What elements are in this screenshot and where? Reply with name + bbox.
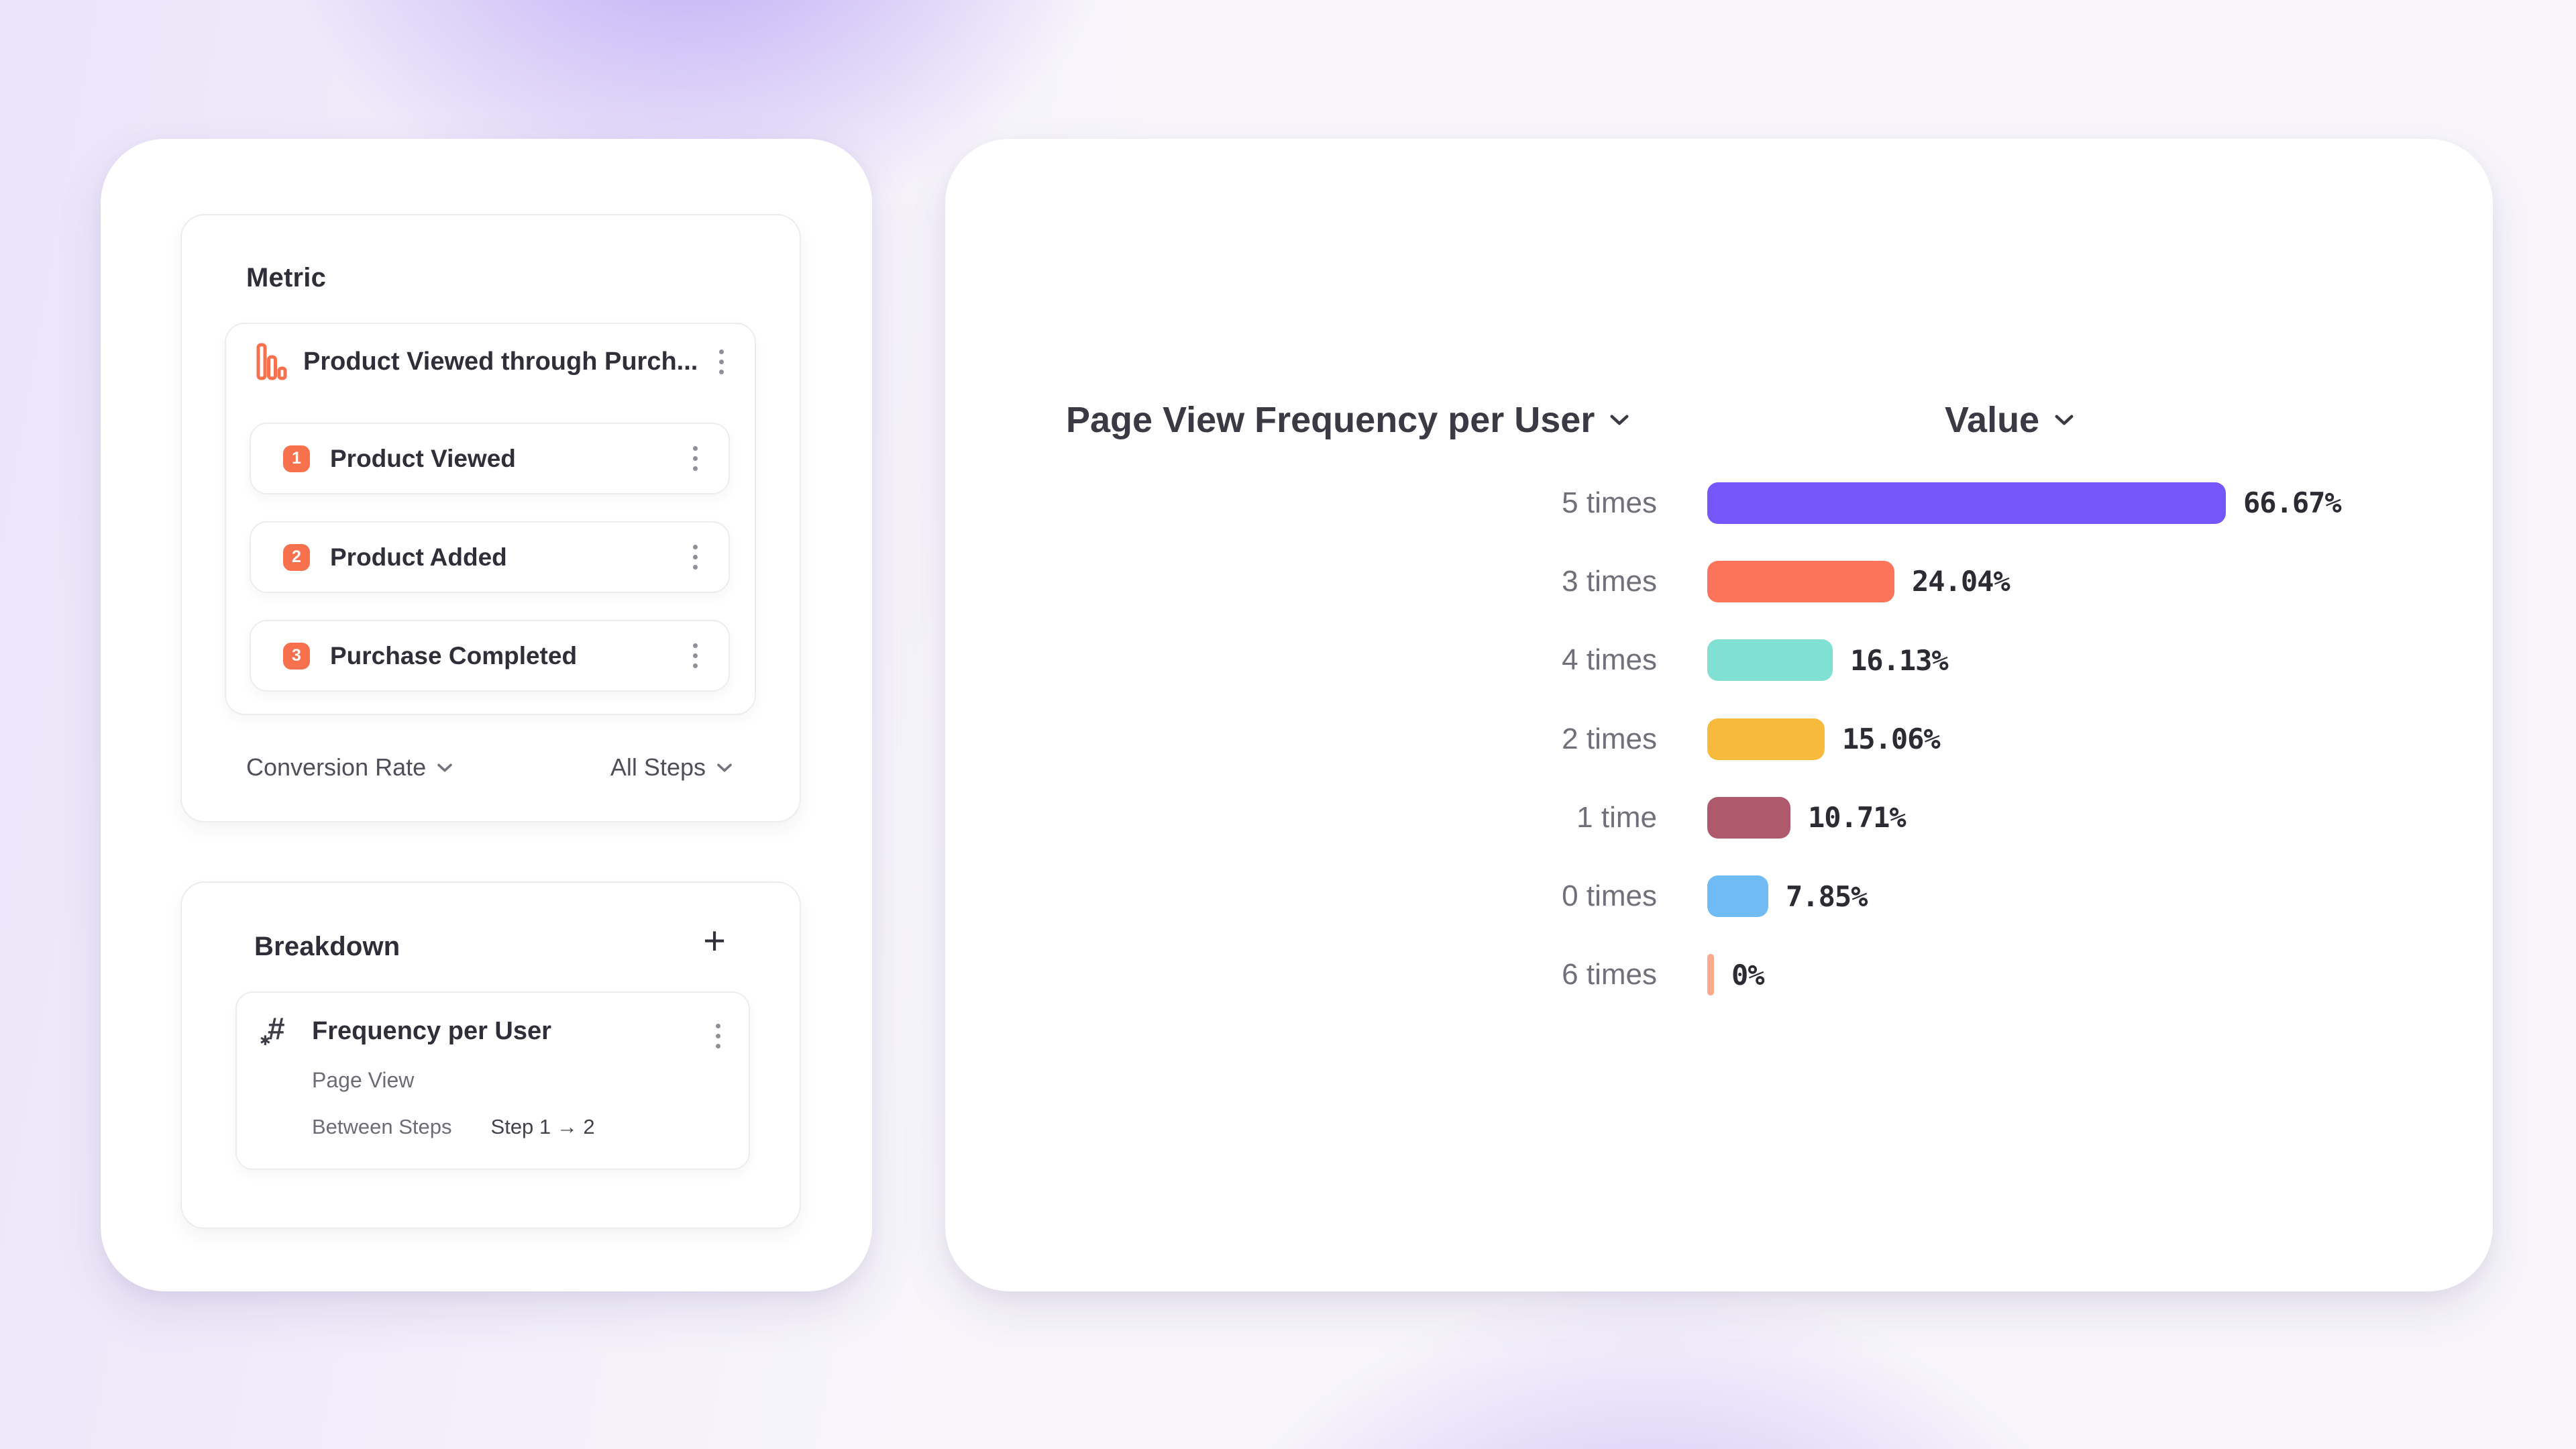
metric-item-header: Product Viewed through Purch...: [256, 336, 728, 387]
metric-footer: Conversion Rate All Steps: [246, 749, 733, 786]
funnel-step[interactable]: 2 Product Added: [250, 521, 730, 593]
value-label: 24.04%: [1912, 565, 2010, 598]
metric-panel-title: Metric: [246, 263, 327, 292]
value-label: 0%: [1731, 958, 1765, 991]
breakdown-panel: Breakdown + # ✱ Frequency per User Page …: [180, 881, 801, 1229]
kebab-menu-icon[interactable]: [712, 1020, 724, 1053]
breakdown-item-name: Frequency per User: [312, 1017, 551, 1045]
value-header: Value: [1945, 400, 2040, 440]
step-label: Product Added: [330, 543, 507, 571]
category-label: 6 times: [1562, 958, 1657, 991]
step-label: Product Viewed: [330, 444, 516, 472]
value-label: 7.85%: [1786, 879, 1868, 913]
step-number-badge: 3: [283, 642, 310, 669]
plus-icon[interactable]: +: [703, 919, 726, 963]
chart-row: 3 times 24.04%: [945, 542, 2493, 621]
chevron-down-icon: [1609, 414, 1629, 426]
breakdown-panel-title: Breakdown: [254, 932, 400, 961]
measurement-dropdown[interactable]: Conversion Rate: [246, 753, 453, 782]
value-label: 10.71%: [1808, 801, 1907, 835]
chart-row: 5 times 66.67%: [945, 464, 2493, 542]
funnel-step[interactable]: 1 Product Viewed: [250, 423, 730, 494]
chart-value-dropdown[interactable]: Value: [1945, 399, 2074, 441]
scope-value: Step 1 → 2: [490, 1115, 595, 1138]
step-number-badge: 1: [283, 445, 310, 472]
category-label: 1 time: [1576, 800, 1657, 834]
chevron-down-icon: [2054, 414, 2074, 426]
steps-filter-dropdown[interactable]: All Steps: [610, 753, 733, 782]
category-label: 5 times: [1562, 486, 1657, 519]
bar[interactable]: [1707, 796, 1790, 839]
kebab-menu-icon[interactable]: [689, 639, 702, 672]
step-label: Purchase Completed: [330, 641, 578, 669]
category-label: 0 times: [1562, 879, 1657, 913]
funnel-step[interactable]: 3 Purchase Completed: [250, 620, 730, 692]
breakdown-item[interactable]: # ✱ Frequency per User Page View Between…: [235, 991, 750, 1170]
chart-row: 1 time 10.71%: [945, 778, 2493, 857]
bar[interactable]: [1707, 875, 1768, 918]
chevron-down-icon: [437, 763, 453, 773]
bar[interactable]: [1707, 639, 1833, 682]
metric-panel: Metric Product Viewed through Purch... 1: [180, 214, 801, 822]
chart-card: Page View Frequency per User Value 5 tim…: [945, 139, 2493, 1291]
query-builder-card: Metric Product Viewed through Purch... 1: [101, 139, 872, 1291]
funnel-steps-list: 1 Product Viewed 2 Product Added 3 Purch…: [250, 423, 730, 692]
kebab-menu-icon[interactable]: [689, 442, 702, 475]
breakdown-item-scope: Between Steps Step 1 → 2: [312, 1115, 595, 1139]
bar[interactable]: [1707, 954, 1714, 996]
category-label: 2 times: [1562, 722, 1657, 755]
chart-title: Page View Frequency per User: [1066, 400, 1595, 440]
chart-row: 2 times 15.06%: [945, 700, 2493, 778]
chart-row: 6 times 0%: [945, 936, 2493, 1014]
measurement-label: Conversion Rate: [246, 753, 427, 781]
bar[interactable]: [1707, 718, 1825, 760]
value-label: 66.67%: [2243, 486, 2342, 520]
breakdown-item-event: Page View: [312, 1068, 415, 1092]
category-label: 3 times: [1562, 564, 1657, 598]
funnel-bars-icon: [256, 343, 287, 380]
value-label: 16.13%: [1850, 643, 1949, 677]
steps-filter-label: All Steps: [610, 753, 706, 781]
chevron-down-icon: [716, 763, 733, 773]
chart-series-dropdown[interactable]: Page View Frequency per User: [1066, 399, 1629, 441]
category-label: 4 times: [1562, 643, 1657, 677]
scope-label: Between Steps: [312, 1115, 452, 1138]
bar[interactable]: [1707, 482, 2226, 524]
metric-item-group[interactable]: Product Viewed through Purch... 1 Produc…: [225, 323, 756, 715]
kebab-menu-icon[interactable]: [689, 541, 702, 574]
bar[interactable]: [1707, 560, 1894, 602]
value-label: 15.06%: [1842, 722, 1941, 756]
kebab-menu-icon[interactable]: [715, 345, 728, 378]
metric-item-name: Product Viewed through Purch...: [303, 347, 698, 376]
numeric-property-icon: # ✱: [260, 1011, 285, 1049]
chart-row: 4 times 16.13%: [945, 621, 2493, 700]
step-number-badge: 2: [283, 543, 310, 571]
bar-chart: 5 times 66.67% 3 times 24.04% 4 times 16…: [945, 464, 2493, 1014]
chart-row: 0 times 7.85%: [945, 857, 2493, 935]
